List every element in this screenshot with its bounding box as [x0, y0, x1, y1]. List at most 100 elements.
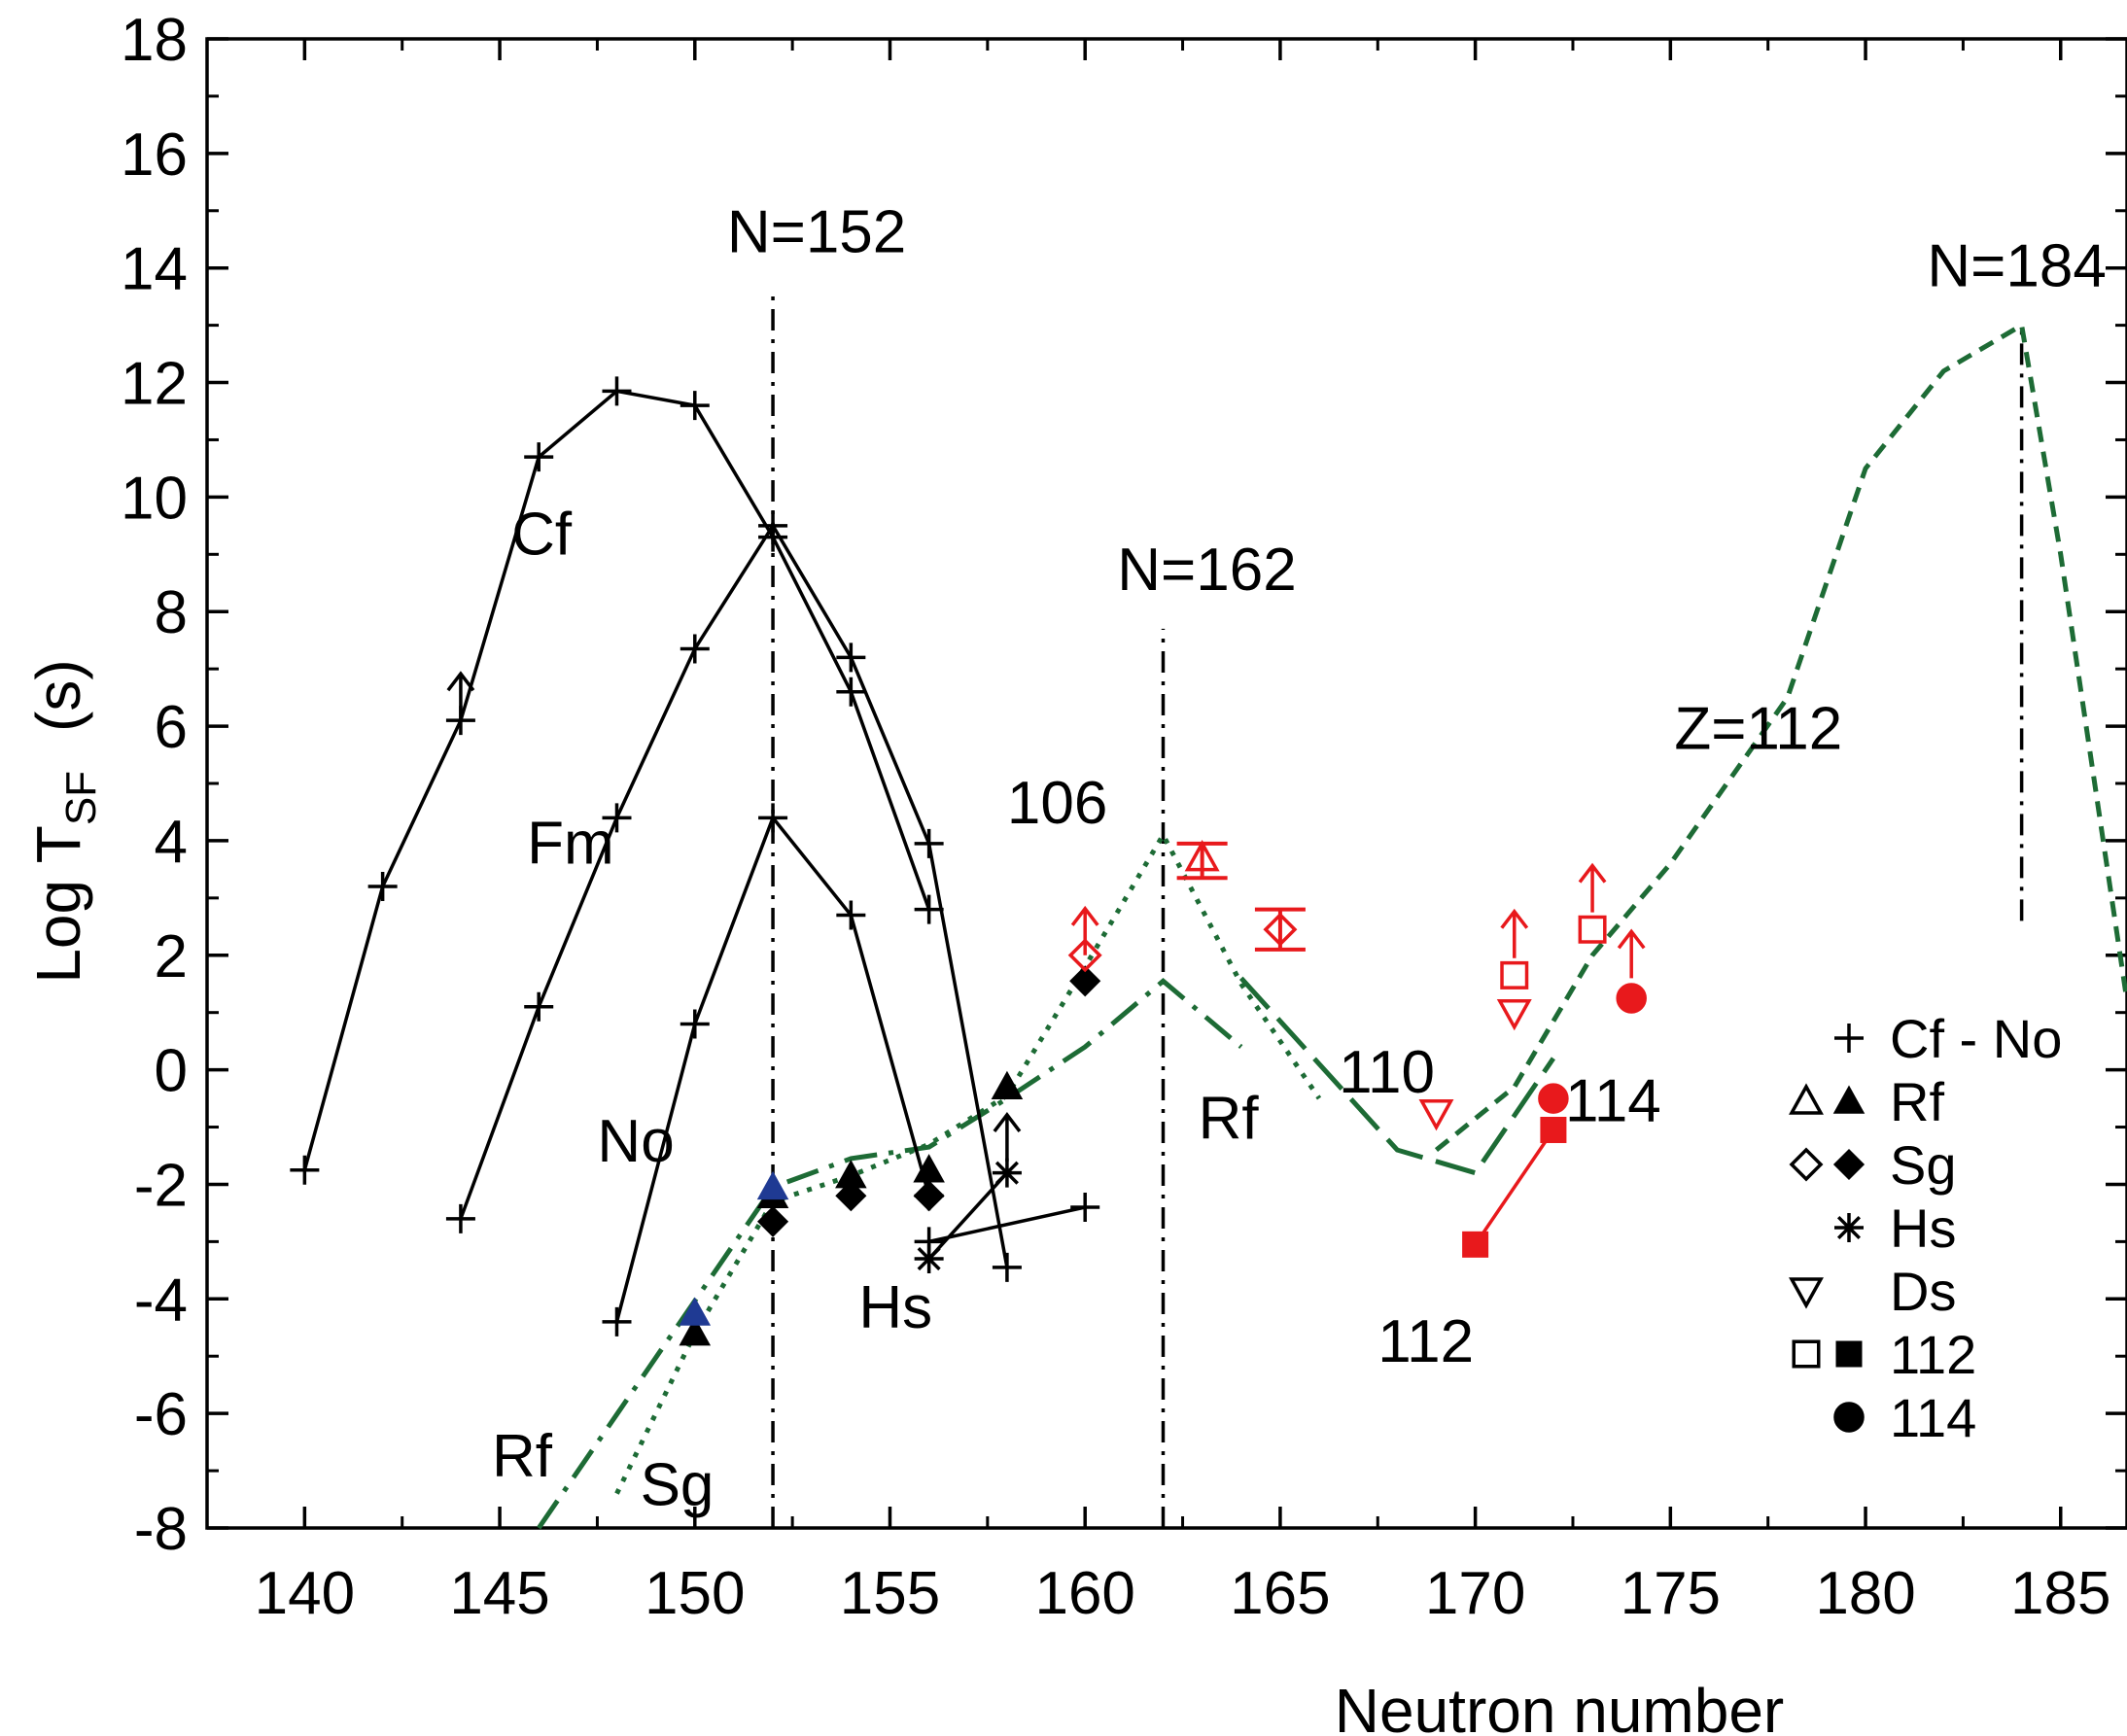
legend-symbol — [1792, 1339, 1821, 1369]
annotation-label: Fm — [527, 810, 614, 877]
y-tick-label: 8 — [155, 579, 188, 646]
annotation-label: 110 — [1339, 1039, 1435, 1106]
annotation-label: Hs — [858, 1274, 932, 1341]
data-point — [1067, 938, 1102, 973]
lower-limit-arrow — [1617, 928, 1646, 979]
x-tick-label: 160 — [1034, 1560, 1134, 1627]
y-tick-label: 14 — [121, 236, 188, 303]
lower-limit-arrow — [1500, 908, 1529, 958]
annotation-label: 106 — [1007, 770, 1107, 837]
y-tick-label: -6 — [134, 1381, 188, 1448]
legend-label: Hs — [1890, 1198, 1956, 1259]
data-point — [836, 642, 866, 673]
data-point — [1496, 998, 1532, 1031]
data-point — [914, 1227, 944, 1257]
lower-limit-arrow — [1070, 905, 1099, 955]
data-point — [992, 1252, 1022, 1282]
data-point — [914, 828, 944, 858]
data-point — [680, 391, 710, 421]
annotation-label: Sg — [641, 1451, 715, 1518]
x-tick-label: 150 — [645, 1560, 745, 1627]
y-tick-label: 12 — [121, 351, 188, 418]
x-tick-label: 145 — [449, 1560, 549, 1627]
x-axis-title: Neutron number — [1335, 1676, 1784, 1736]
data-point — [758, 510, 788, 540]
x-tick-label: 170 — [1425, 1560, 1525, 1627]
theory-curve — [537, 978, 1243, 1530]
x-tick-label: 140 — [255, 1560, 355, 1627]
data-point — [680, 634, 710, 664]
lower-limit-arrow — [993, 1112, 1022, 1162]
data-point — [913, 1180, 945, 1212]
data-point — [914, 1244, 944, 1274]
x-tick-label: 180 — [1815, 1560, 1915, 1627]
legend-symbol — [1834, 1213, 1864, 1242]
y-tick-label: 18 — [121, 7, 188, 74]
legend-symbol — [1789, 1277, 1824, 1309]
legend-symbol — [1789, 1083, 1824, 1115]
y-axis-title-unit: (s) — [23, 659, 93, 732]
y-axis-title-subscript: SF — [57, 771, 105, 825]
y-tick-label: -4 — [134, 1267, 188, 1334]
x-tick-label: 155 — [840, 1560, 940, 1627]
annotation-label: No — [597, 1108, 674, 1175]
legend-symbol — [1835, 1340, 1863, 1368]
reference-lines: N=152 N=162 N=184 — [727, 198, 2107, 1528]
y-tick-label: -2 — [134, 1152, 188, 1219]
legend-label: Cf - No — [1890, 1008, 2062, 1069]
lower-limit-arrow — [446, 671, 475, 721]
legend-label: Ds — [1890, 1261, 1956, 1322]
series-line — [302, 389, 931, 1171]
annotation-label: 112 — [1377, 1308, 1474, 1375]
y-tick-label: 4 — [155, 809, 188, 876]
legend-label: 114 — [1890, 1387, 1976, 1448]
legend-symbol — [1833, 1402, 1865, 1433]
data-point — [602, 803, 632, 833]
data-point — [680, 1009, 710, 1039]
legend-label: 112 — [1890, 1324, 1976, 1385]
theory-curve — [1434, 321, 2127, 1153]
y-tick-label: 10 — [121, 465, 188, 532]
data-point — [914, 894, 944, 924]
data-point — [679, 1297, 712, 1326]
theory-curve — [1238, 976, 1555, 1176]
legend-symbol — [1834, 1024, 1864, 1053]
theory-curves — [537, 321, 2127, 1530]
plot-frame — [205, 37, 2127, 1530]
axes: 140 145 150 155 160 165 170 175 180 185 -8 -6 -4 -2 0 2… — [121, 7, 2127, 1627]
annotation-label: Rf — [1199, 1085, 1260, 1152]
data-point — [992, 1158, 1022, 1188]
data-point — [1616, 983, 1647, 1014]
annotation-label: 114 — [1565, 1068, 1661, 1135]
legend-symbol — [1832, 1085, 1865, 1114]
legend-label: Sg — [1890, 1134, 1957, 1196]
y-tick-label: 6 — [155, 694, 188, 761]
annotation-label: Z=112 — [1674, 696, 1842, 763]
data-point — [524, 991, 554, 1022]
y-tick-label: 16 — [121, 122, 188, 189]
y-tick-label: 0 — [155, 1038, 188, 1105]
series-line — [1474, 1128, 1555, 1246]
data-point — [836, 900, 866, 930]
data-point — [756, 1170, 789, 1200]
annotations: Cf Fm No Rf Sg Hs 106 Rf 110 114 112 Z=112 — [492, 501, 1842, 1518]
data-point — [1540, 1116, 1567, 1143]
legend-label: Rf — [1890, 1071, 1944, 1132]
reference-line-label: N=152 — [727, 198, 906, 265]
data-point — [602, 1306, 632, 1337]
reference-line-label: N=162 — [1117, 537, 1296, 604]
data-point — [679, 1317, 712, 1346]
x-tick-label: 185 — [2010, 1560, 2110, 1627]
x-tick-label: 165 — [1230, 1560, 1330, 1627]
data-point — [1538, 1083, 1569, 1114]
data-point — [1578, 915, 1607, 944]
data-point — [445, 1203, 475, 1233]
data-point — [757, 1205, 789, 1237]
data-point — [1462, 1231, 1489, 1258]
x-tick-label: 175 — [1621, 1560, 1721, 1627]
data-point — [1069, 965, 1101, 997]
data-point — [836, 677, 866, 707]
data-point — [1418, 1099, 1454, 1131]
